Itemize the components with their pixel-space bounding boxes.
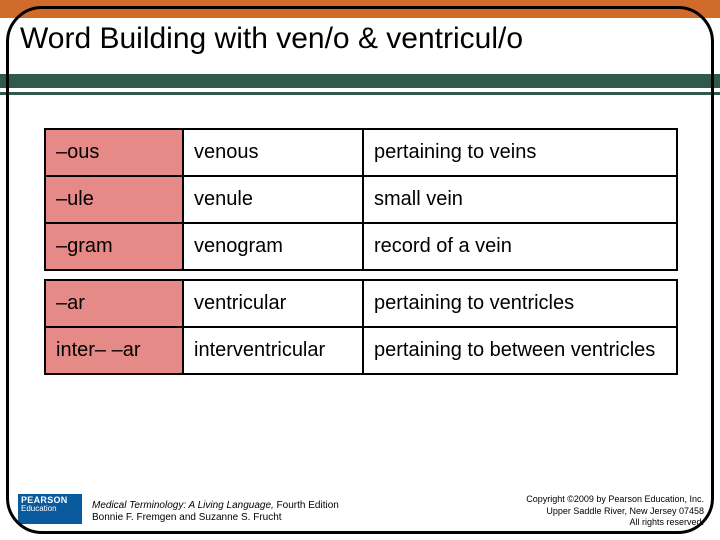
publisher-logo: PEARSON Education — [18, 494, 82, 524]
meaning-cell: pertaining to ventricles — [363, 280, 677, 327]
word-cell: venogram — [183, 223, 363, 270]
meaning-cell: pertaining to veins — [363, 129, 677, 176]
table-row: –ule venule small vein — [45, 176, 677, 223]
suffix-cell: –gram — [45, 223, 183, 270]
table-row: –gram venogram record of a vein — [45, 223, 677, 270]
word-cell: venous — [183, 129, 363, 176]
table-row: inter– –ar interventricular pertaining t… — [45, 327, 677, 374]
meaning-cell: record of a vein — [363, 223, 677, 270]
credit-title: Medical Terminology: A Living Language, — [92, 500, 274, 511]
suffix-cell: inter– –ar — [45, 327, 183, 374]
page-title: Word Building with ven/o & ventricul/o — [20, 22, 523, 56]
meaning-cell: pertaining to between ventricles — [363, 327, 677, 374]
table-row: –ous venous pertaining to veins — [45, 129, 677, 176]
copyright-line: Upper Saddle River, New Jersey 07458 — [546, 506, 704, 516]
suffix-cell: –ar — [45, 280, 183, 327]
credit-block: Medical Terminology: A Living Language, … — [92, 500, 339, 524]
suffix-cell: –ule — [45, 176, 183, 223]
rule-thin — [0, 92, 720, 95]
meaning-cell: small vein — [363, 176, 677, 223]
word-cell: interventricular — [183, 327, 363, 374]
logo-sub: Education — [21, 505, 79, 513]
word-cell: ventricular — [183, 280, 363, 327]
copyright-line: All rights reserved. — [629, 517, 704, 527]
copyright-block: Copyright ©2009 by Pearson Education, In… — [526, 494, 704, 528]
credit-edition: Fourth Edition — [274, 500, 339, 511]
rule-thick — [0, 74, 720, 88]
footer: PEARSON Education Medical Terminology: A… — [0, 484, 720, 540]
credit-authors: Bonnie F. Fremgen and Suzanne S. Frucht — [92, 512, 282, 523]
header: Word Building with ven/o & ventricul/o — [0, 0, 720, 98]
word-cell: venule — [183, 176, 363, 223]
accent-bar — [0, 0, 720, 18]
word-table: –ous venous pertaining to veins –ule ven… — [44, 128, 676, 375]
table-row: –ar ventricular pertaining to ventricles — [45, 280, 677, 327]
copyright-line: Copyright ©2009 by Pearson Education, In… — [526, 494, 704, 504]
suffix-cell: –ous — [45, 129, 183, 176]
